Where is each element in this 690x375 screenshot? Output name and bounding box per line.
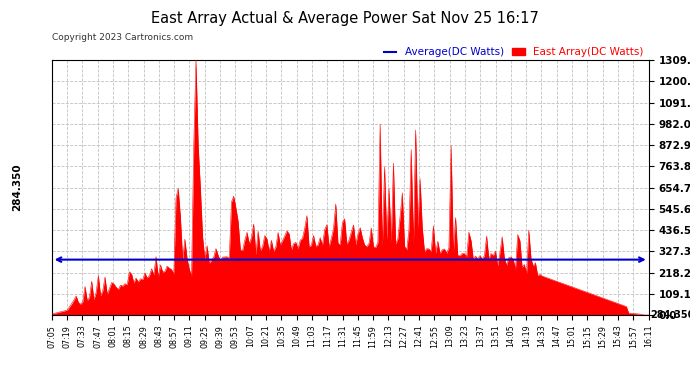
Text: East Array Actual & Average Power Sat Nov 25 16:17: East Array Actual & Average Power Sat No…: [151, 11, 539, 26]
Text: 284.350: 284.350: [650, 310, 690, 320]
Legend: Average(DC Watts), East Array(DC Watts): Average(DC Watts), East Array(DC Watts): [384, 47, 643, 57]
Text: Copyright 2023 Cartronics.com: Copyright 2023 Cartronics.com: [52, 33, 193, 42]
Text: 284.350: 284.350: [12, 164, 22, 211]
